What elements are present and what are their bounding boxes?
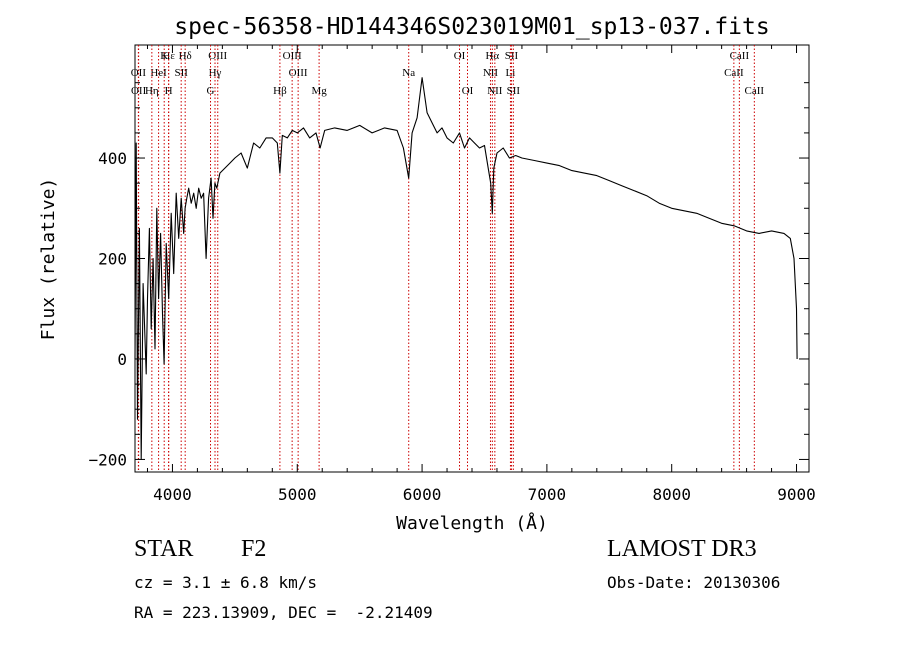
- line-label-14: OIII: [289, 67, 308, 79]
- x-tick-label-0: 4000: [153, 485, 192, 504]
- line-label-2: Hδ: [179, 50, 192, 62]
- line-label-10: Hγ: [209, 67, 222, 79]
- line-label-23: NII: [487, 85, 503, 97]
- coordinates: RA = 223.13909, DEC = -2.21409: [134, 603, 433, 622]
- object-class: STAR: [134, 536, 194, 562]
- x-axis-label: Wavelength (Å): [396, 512, 548, 534]
- survey-label: LAMOST DR3: [607, 536, 757, 562]
- line-label-26: CaII: [724, 67, 744, 79]
- x-tick-label-4: 8000: [652, 485, 691, 504]
- line-label-6: OII: [131, 85, 147, 97]
- line-label-27: CaII: [745, 85, 765, 97]
- x-tick-label-3: 7000: [528, 485, 567, 504]
- redshift-readout: cz = 3.1 ± 6.8 km/s: [134, 573, 318, 592]
- line-label-4: HeI: [150, 67, 167, 79]
- line-label-16: Na: [402, 67, 415, 79]
- y-tick-label-1: 0: [117, 350, 127, 369]
- line-label-11: G: [207, 85, 215, 97]
- line-label-7: Hη: [145, 85, 159, 97]
- line-label-12: Hβ: [273, 85, 287, 97]
- line-label-20: SII: [505, 50, 519, 62]
- y-axis-label: Flux (relative): [38, 178, 59, 341]
- series-spectrum-line: [134, 77, 798, 460]
- x-tick-label-5: 9000: [777, 485, 816, 504]
- line-label-9: OIII: [208, 50, 227, 62]
- line-label-17: OI: [454, 50, 466, 62]
- y-tick-label-0: −200: [88, 450, 127, 469]
- axis-ticks: 4000 5000 6000 7000 8000 9000 −200 0 200 400: [88, 45, 816, 504]
- line-label-25: CaII: [730, 50, 750, 62]
- plot-frame: [134, 44, 810, 473]
- object-subclass: F2: [241, 536, 267, 562]
- chart-title: spec-56358-HD144346S023019M01_sp13-037.f…: [174, 14, 769, 40]
- line-label-5: SII: [174, 67, 188, 79]
- line-label-15: Mg: [311, 85, 327, 97]
- y-tick-label-3: 400: [98, 149, 127, 168]
- line-label-13: OIII: [283, 50, 302, 62]
- series-layer: [134, 77, 798, 460]
- line-label-19: Hα: [485, 50, 499, 62]
- x-tick-label-2: 6000: [403, 485, 442, 504]
- line-label-1: K: [160, 50, 168, 62]
- line-label-24: SII: [507, 85, 521, 97]
- line-label-22: Li: [506, 67, 516, 79]
- y-tick-label-2: 200: [98, 250, 127, 269]
- obs-date: Obs-Date: 20130306: [607, 573, 781, 592]
- x-tick-label-1: 5000: [278, 485, 317, 504]
- line-label-18: OI: [462, 85, 474, 97]
- line-label-21: NII: [483, 67, 499, 79]
- line-label-8: H: [165, 85, 173, 97]
